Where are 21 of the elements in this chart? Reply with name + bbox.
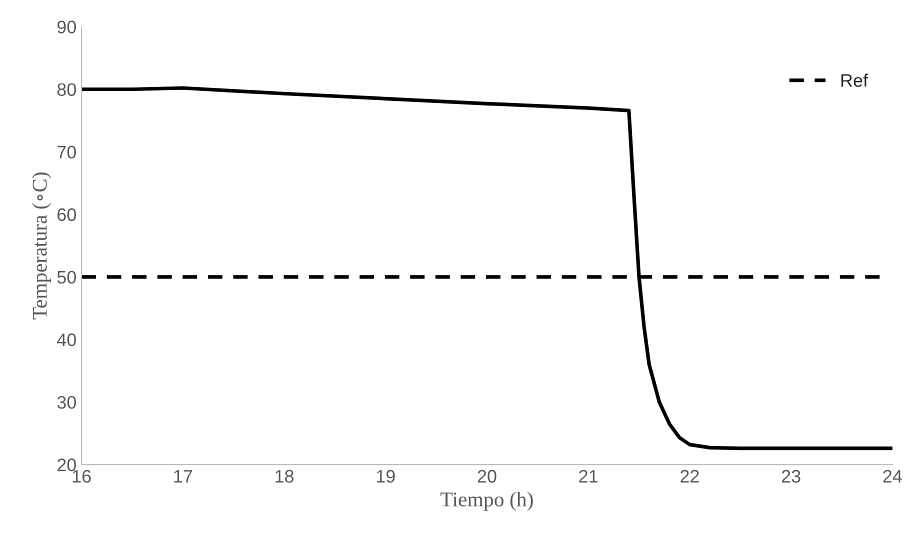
legend-label: Ref: [841, 74, 868, 87]
x-tick-label: 20: [478, 470, 496, 483]
y-tick-label: 80: [57, 83, 76, 96]
x-tick-label: 24: [883, 470, 902, 483]
y-tick-label: 30: [57, 396, 76, 409]
x-tick-label: 17: [174, 470, 192, 483]
x-tick-label: 18: [276, 470, 294, 483]
x-tick-label: 16: [72, 470, 91, 483]
x-tick-label: 21: [579, 470, 598, 483]
y-tick-label: 90: [57, 20, 76, 34]
line-series: [82, 86, 892, 450]
x-tick-label: 23: [782, 470, 800, 483]
y-tick-label: 70: [58, 146, 76, 159]
y-tick-label: 60: [58, 208, 76, 222]
y-tick-label: 50: [57, 270, 76, 284]
y-tick-label: 40: [57, 333, 76, 346]
y-tick-label: 20: [58, 458, 76, 472]
x-tick-label: 22: [680, 470, 699, 483]
x-axis-title: Tiempo (h): [440, 492, 533, 511]
x-tick-label: 19: [376, 470, 395, 483]
y-axis-title: Temperatura (∘C): [32, 172, 52, 320]
